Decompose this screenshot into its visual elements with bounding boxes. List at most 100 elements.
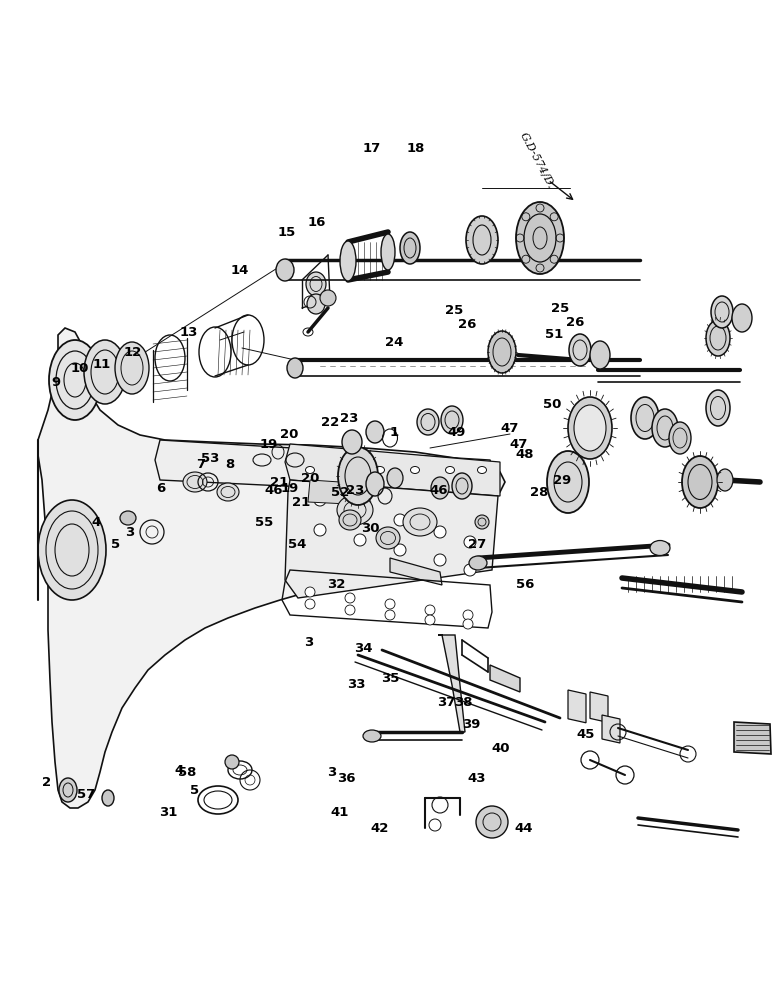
- Text: 36: 36: [337, 772, 355, 784]
- Ellipse shape: [306, 272, 326, 296]
- Polygon shape: [438, 635, 465, 732]
- Text: 25: 25: [550, 302, 569, 314]
- Polygon shape: [308, 480, 370, 505]
- Ellipse shape: [276, 259, 294, 281]
- Circle shape: [394, 514, 406, 526]
- Ellipse shape: [340, 241, 356, 281]
- Text: 41: 41: [330, 806, 349, 818]
- Text: 1: 1: [389, 426, 398, 438]
- Ellipse shape: [225, 755, 239, 769]
- Polygon shape: [285, 444, 500, 496]
- Text: 23: 23: [346, 484, 364, 496]
- Text: 26: 26: [458, 318, 476, 332]
- Text: 31: 31: [159, 806, 178, 818]
- Text: 46: 46: [265, 484, 283, 496]
- Text: 26: 26: [566, 316, 584, 328]
- Ellipse shape: [717, 469, 733, 491]
- Text: 25: 25: [445, 304, 463, 316]
- Ellipse shape: [488, 331, 516, 373]
- Text: 51: 51: [545, 328, 564, 342]
- Ellipse shape: [115, 342, 149, 394]
- Text: 34: 34: [354, 642, 372, 654]
- Text: 30: 30: [361, 522, 380, 534]
- Text: 11: 11: [93, 359, 111, 371]
- Ellipse shape: [706, 320, 730, 356]
- Ellipse shape: [547, 451, 589, 513]
- Circle shape: [394, 544, 406, 556]
- Text: 4: 4: [174, 764, 184, 776]
- Text: 19: 19: [259, 438, 278, 452]
- Text: 37: 37: [437, 696, 455, 708]
- Ellipse shape: [363, 730, 381, 742]
- Text: 13: 13: [180, 326, 198, 338]
- Ellipse shape: [381, 234, 395, 270]
- Text: 10: 10: [70, 361, 89, 374]
- Text: 42: 42: [371, 822, 389, 834]
- Text: 32: 32: [327, 578, 345, 591]
- Text: 21: 21: [292, 495, 310, 508]
- Text: 40: 40: [491, 742, 510, 754]
- Polygon shape: [590, 692, 608, 722]
- Ellipse shape: [568, 397, 612, 459]
- Text: 12: 12: [124, 346, 142, 359]
- Text: 48: 48: [516, 448, 534, 462]
- Text: 52: 52: [330, 486, 349, 498]
- Polygon shape: [490, 665, 520, 692]
- Circle shape: [345, 593, 355, 603]
- Circle shape: [305, 587, 315, 597]
- Ellipse shape: [400, 232, 420, 264]
- Text: 15: 15: [278, 226, 296, 238]
- Ellipse shape: [452, 473, 472, 499]
- Ellipse shape: [340, 466, 350, 474]
- Text: 39: 39: [462, 718, 480, 732]
- Ellipse shape: [339, 510, 361, 530]
- Ellipse shape: [706, 390, 730, 426]
- Ellipse shape: [337, 495, 373, 525]
- Ellipse shape: [59, 778, 77, 802]
- Ellipse shape: [669, 422, 691, 454]
- Ellipse shape: [569, 334, 591, 366]
- Ellipse shape: [478, 466, 486, 474]
- Text: 5: 5: [111, 538, 120, 552]
- Ellipse shape: [403, 508, 437, 536]
- Text: 46: 46: [429, 484, 448, 496]
- Text: 9: 9: [51, 375, 60, 388]
- Text: 2: 2: [42, 776, 51, 788]
- Polygon shape: [285, 480, 498, 598]
- Ellipse shape: [375, 466, 384, 474]
- Text: 43: 43: [468, 772, 486, 784]
- Ellipse shape: [652, 409, 678, 447]
- Text: 22: 22: [321, 416, 340, 428]
- Text: 47: 47: [510, 438, 528, 452]
- Ellipse shape: [84, 340, 126, 404]
- Ellipse shape: [650, 540, 670, 556]
- Text: 6: 6: [156, 482, 165, 494]
- Ellipse shape: [411, 466, 419, 474]
- Ellipse shape: [711, 296, 733, 328]
- Circle shape: [425, 615, 435, 625]
- Text: 35: 35: [381, 672, 399, 684]
- Text: 24: 24: [384, 336, 403, 349]
- Text: 53: 53: [201, 452, 219, 464]
- Circle shape: [463, 610, 473, 620]
- Text: 29: 29: [553, 474, 571, 487]
- Text: 18: 18: [406, 141, 425, 154]
- Circle shape: [354, 534, 366, 546]
- Circle shape: [463, 619, 473, 629]
- Text: 49: 49: [448, 426, 466, 438]
- Ellipse shape: [49, 340, 101, 420]
- Ellipse shape: [387, 468, 403, 488]
- Ellipse shape: [366, 472, 384, 496]
- Circle shape: [434, 526, 446, 538]
- Polygon shape: [155, 440, 498, 496]
- Text: 19: 19: [280, 482, 299, 494]
- Text: 17: 17: [363, 141, 381, 154]
- Circle shape: [345, 605, 355, 615]
- Ellipse shape: [307, 294, 325, 314]
- Text: 56: 56: [516, 578, 534, 591]
- Ellipse shape: [120, 511, 136, 525]
- Text: 38: 38: [454, 696, 472, 708]
- Polygon shape: [602, 715, 620, 743]
- Ellipse shape: [366, 421, 384, 443]
- Text: 20: 20: [301, 472, 320, 485]
